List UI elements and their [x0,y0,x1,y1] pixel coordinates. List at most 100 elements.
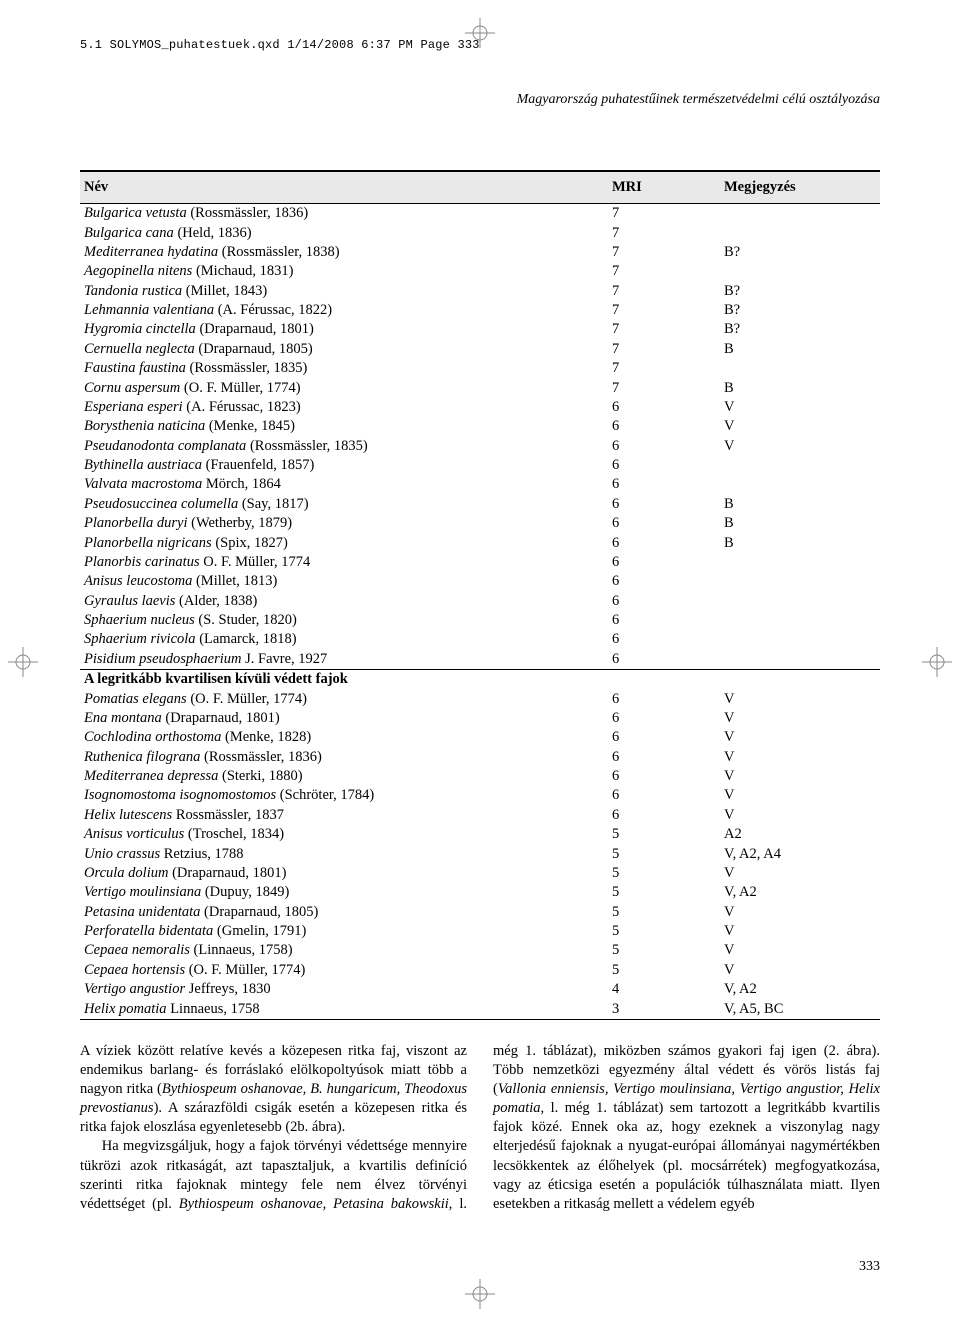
table-row: Unio crassus Retzius, 17885V, A2, A4 [80,844,880,863]
cell-note: V [720,748,880,767]
cell-note [720,572,880,591]
table-row: Petasina unidentata (Draparnaud, 1805)5V [80,903,880,922]
table-row: Vertigo angustior Jeffreys, 18304V, A2 [80,980,880,999]
table-row: Borysthenia naticina (Menke, 1845)6V [80,417,880,436]
cell-note [720,553,880,572]
table-row: Orcula dolium (Draparnaud, 1801)5V [80,864,880,883]
cell-note: B [720,514,880,533]
cell-mri: 7 [608,282,720,301]
cell-mri: 6 [608,437,720,456]
cell-note [720,262,880,281]
cell-name: Perforatella bidentata (Gmelin, 1791) [80,922,608,941]
table-row: Valvata macrostoma Mörch, 18646 [80,475,880,494]
cell-name: Helix lutescens Rossmässler, 1837 [80,806,608,825]
page-number: 333 [859,1259,880,1275]
cell-note: V [720,437,880,456]
cell-note: V [720,922,880,941]
cell-mri: 5 [608,825,720,844]
table-row: Sphaerium nucleus (S. Studer, 1820)6 [80,611,880,630]
col-header-name: Név [80,171,608,204]
cell-note: V [720,786,880,805]
cell-name: Valvata macrostoma Mörch, 1864 [80,475,608,494]
table-row: Isognomostoma isognomostomos (Schröter, … [80,786,880,805]
cell-note: V, A2, A4 [720,844,880,863]
cell-note: V [720,903,880,922]
table-row: Anisus leucostoma (Millet, 1813)6 [80,572,880,591]
cell-note: V [720,961,880,980]
col-header-note: Megjegyzés [720,171,880,204]
cell-name: Cepaea hortensis (O. F. Müller, 1774) [80,961,608,980]
table-row: Lehmannia valentiana (A. Férussac, 1822)… [80,301,880,320]
table-row: Mediterranea hydatina (Rossmässler, 1838… [80,243,880,262]
cell-name: Anisus vorticulus (Troschel, 1834) [80,825,608,844]
cell-mri: 7 [608,359,720,378]
cell-name: Bythinella austriaca (Frauenfeld, 1857) [80,456,608,475]
body-text: A víziek között relatíve kevés a közepes… [80,1042,880,1214]
cell-name: Pisidium pseudosphaerium J. Favre, 1927 [80,650,608,670]
cell-name: Pseudanodonta complanata (Rossmässler, 1… [80,437,608,456]
cell-name: Planorbella nigricans (Spix, 1827) [80,533,608,552]
cell-mri: 7 [608,223,720,242]
cell-mri: 6 [608,553,720,572]
cell-name: Cornu aspersum (O. F. Müller, 1774) [80,378,608,397]
cell-mri: 6 [608,689,720,708]
cell-name: Mediterranea depressa (Sterki, 1880) [80,767,608,786]
cell-note: V [720,417,880,436]
cell-name: Ena montana (Draparnaud, 1801) [80,709,608,728]
cell-note [720,630,880,649]
cell-note [720,223,880,242]
cell-name: Planorbella duryi (Wetherby, 1879) [80,514,608,533]
cell-note: B [720,495,880,514]
cell-note: V [720,689,880,708]
table-row: Vertigo moulinsiana (Dupuy, 1849)5V, A2 [80,883,880,902]
cell-name: Tandonia rustica (Millet, 1843) [80,282,608,301]
cell-note: V [720,864,880,883]
cell-note: V [720,709,880,728]
cell-name: Pseudosuccinea columella (Say, 1817) [80,495,608,514]
cell-name: Vertigo moulinsiana (Dupuy, 1849) [80,883,608,902]
cell-note [720,592,880,611]
table-row: Tandonia rustica (Millet, 1843)7B? [80,282,880,301]
print-job-line: 5.1 SOLYMOS_puhatestuek.qxd 1/14/2008 6:… [80,38,480,52]
cell-note: B? [720,243,880,262]
cell-mri: 6 [608,748,720,767]
cell-name: Hygromia cinctella (Draparnaud, 1801) [80,320,608,339]
cell-note: A2 [720,825,880,844]
cell-mri: 5 [608,864,720,883]
cell-name: Petasina unidentata (Draparnaud, 1805) [80,903,608,922]
cell-note: B [720,378,880,397]
registration-mark-bottom [465,1279,495,1309]
cell-name: Vertigo angustior Jeffreys, 1830 [80,980,608,999]
cell-mri: 6 [608,786,720,805]
cell-note: V, A5, BC [720,999,880,1019]
cell-name: Cepaea nemoralis (Linnaeus, 1758) [80,941,608,960]
table-section-label: A legritkább kvartilisen kívüli védett f… [80,670,880,690]
table-row: Pomatias elegans (O. F. Müller, 1774)6V [80,689,880,708]
cell-note: V [720,767,880,786]
cell-mri: 6 [608,533,720,552]
col-header-mri: MRI [608,171,720,204]
cell-name: Unio crassus Retzius, 1788 [80,844,608,863]
cell-name: Helix pomatia Linnaeus, 1758 [80,999,608,1019]
cell-note: V, A2 [720,883,880,902]
cell-mri: 7 [608,301,720,320]
cell-name: Mediterranea hydatina (Rossmässler, 1838… [80,243,608,262]
cell-mri: 6 [608,592,720,611]
table-row: Bulgarica vetusta (Rossmässler, 1836)7 [80,204,880,224]
cell-mri: 5 [608,941,720,960]
cell-note: V [720,728,880,747]
cell-name: Borysthenia naticina (Menke, 1845) [80,417,608,436]
table-row: Sphaerium rivicola (Lamarck, 1818)6 [80,630,880,649]
cell-mri: 7 [608,204,720,224]
cell-mri: 6 [608,650,720,670]
cell-note [720,475,880,494]
running-title: Magyarország puhatestűinek természetvéde… [517,92,880,108]
cell-name: Sphaerium rivicola (Lamarck, 1818) [80,630,608,649]
table-row: Planorbella duryi (Wetherby, 1879)6B [80,514,880,533]
paragraph-1: A víziek között relatíve kevés a közepes… [80,1042,467,1138]
cell-name: Pomatias elegans (O. F. Müller, 1774) [80,689,608,708]
table-row: Mediterranea depressa (Sterki, 1880)6V [80,767,880,786]
table-row: Planorbis carinatus O. F. Müller, 17746 [80,553,880,572]
cell-note: V, A2 [720,980,880,999]
cell-mri: 5 [608,883,720,902]
